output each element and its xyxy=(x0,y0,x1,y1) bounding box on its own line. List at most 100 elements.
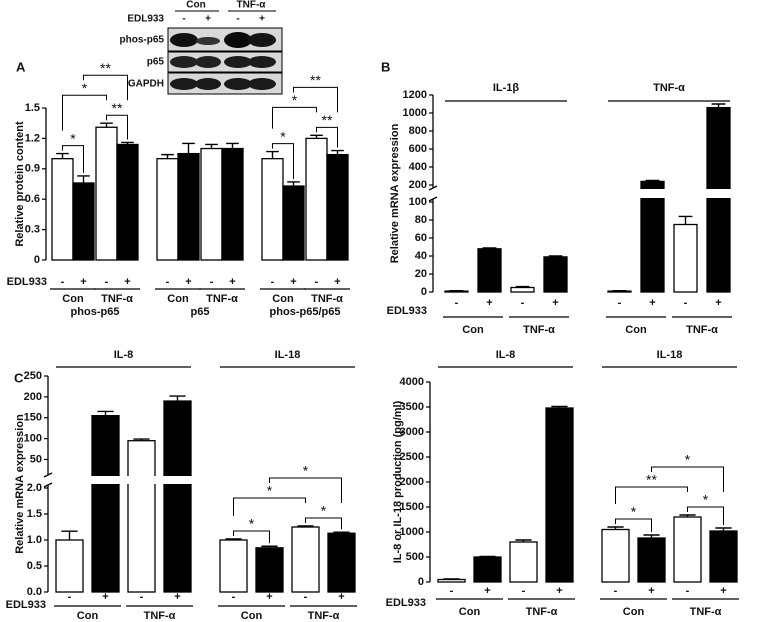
error-bar xyxy=(77,175,90,183)
x-sign: - xyxy=(232,591,236,603)
x-sign: - xyxy=(614,585,618,597)
blot-condition: Con xyxy=(186,0,205,11)
blot-band xyxy=(224,78,252,90)
condition-label: TNF-α xyxy=(101,293,133,305)
x-sign: + xyxy=(715,297,721,309)
significance-bracket xyxy=(651,466,724,492)
error-bar xyxy=(261,545,278,548)
x-sign: + xyxy=(648,585,654,597)
significance-bracket xyxy=(272,106,317,129)
condition-label: TNF-α xyxy=(686,324,718,336)
error-bar xyxy=(100,122,113,128)
condition-label: Con xyxy=(625,324,647,336)
bar-break-gap xyxy=(127,476,156,484)
x-sign: + xyxy=(266,591,272,603)
group-label: IL-8 xyxy=(496,349,516,361)
error-bar xyxy=(679,514,696,517)
bar xyxy=(543,256,568,293)
y-axis-label: IL-8 or IL-18 production (pg/ml) xyxy=(392,400,404,563)
significance-bracket xyxy=(293,86,338,113)
significance-label: ** xyxy=(646,472,657,488)
axis-break xyxy=(428,196,438,202)
condition-label: Con xyxy=(623,606,645,618)
y-tick-label: 1500 xyxy=(400,501,424,513)
x-sign: - xyxy=(166,276,170,288)
x-sign: - xyxy=(521,297,525,309)
panel-label: C xyxy=(14,370,24,385)
y-tick-label: 0.5 xyxy=(27,560,42,572)
y-tick-label: 0.9 xyxy=(25,163,40,175)
significance-bracket xyxy=(615,518,652,532)
y-tick-label: 100 xyxy=(24,433,42,445)
group-label: IL-18 xyxy=(657,349,683,361)
y-tick-label: 2.0 xyxy=(27,482,42,494)
significance-bracket xyxy=(62,94,107,131)
y-tick-label: 40 xyxy=(415,250,427,262)
significance-label: * xyxy=(267,483,273,499)
y-axis-label: Relative mRNA expression xyxy=(14,414,26,554)
significance-label: ** xyxy=(112,100,123,116)
group-label: phos-p65 xyxy=(71,306,120,318)
blot-row-label: phos-p65 xyxy=(120,35,165,46)
x-sign: - xyxy=(304,591,308,603)
significance-bracket xyxy=(687,506,724,525)
significance-label: * xyxy=(703,492,709,508)
condition-label: TNF-α xyxy=(526,606,558,618)
condition-label: Con xyxy=(462,324,484,336)
y-tick-label: 0.0 xyxy=(27,586,42,598)
bar xyxy=(673,223,698,293)
y-tick-label: 60 xyxy=(415,232,427,244)
x-sign: + xyxy=(124,276,130,288)
condition-label: Con xyxy=(272,293,294,305)
x-sign: + xyxy=(229,276,235,288)
error-bar xyxy=(297,525,314,527)
error-bar xyxy=(551,405,568,408)
significance-label: * xyxy=(321,503,327,519)
blot-row-label: GAPDH xyxy=(128,79,164,90)
error-bar xyxy=(643,534,660,538)
y-axis-label: Relative mRNA expression xyxy=(389,123,401,263)
group-label: IL-18 xyxy=(275,349,301,361)
y-tick-label: 3000 xyxy=(400,426,424,438)
western-blot: Con TNF-α EDL933 - + - + phos-p65 p65 GA… xyxy=(120,0,283,95)
bar xyxy=(261,158,284,261)
bar xyxy=(637,537,666,583)
x-sign: - xyxy=(61,276,65,288)
y-tick-label: 80 xyxy=(415,214,427,226)
significance-label: * xyxy=(631,504,637,520)
error-bar xyxy=(482,247,497,249)
blot-row-label: p65 xyxy=(147,57,165,68)
y-tick-label: 200 xyxy=(409,179,427,191)
condition-label: TNF-α xyxy=(523,324,555,336)
error-bar xyxy=(266,150,279,159)
x-sign: - xyxy=(210,276,214,288)
bar xyxy=(156,158,179,261)
y-tick-label: 20 xyxy=(415,268,427,280)
x-sign: + xyxy=(720,585,726,597)
y-tick-label: 1200 xyxy=(403,89,427,101)
blot-band xyxy=(224,56,252,68)
treatment-label: EDL933 xyxy=(387,305,427,317)
bar xyxy=(127,440,156,593)
blot-band xyxy=(195,56,221,68)
error-bar xyxy=(331,149,344,155)
x-sign: + xyxy=(338,591,344,603)
y-axis-label: Relative protein content xyxy=(14,121,26,247)
y-tick-label: 0.6 xyxy=(25,193,40,205)
significance-bracket xyxy=(316,126,338,148)
blot-condition: TNF-α xyxy=(237,0,267,11)
error-bar xyxy=(61,530,78,540)
error-bar xyxy=(225,538,242,540)
y-tick-label: 100 xyxy=(409,196,427,208)
blot-band xyxy=(196,37,220,45)
condition-label: TNF-α xyxy=(690,606,722,618)
condition-label: TNF-α xyxy=(206,293,238,305)
x-sign: + xyxy=(102,591,108,603)
blot-treatment: EDL933 xyxy=(127,14,164,25)
blot-band xyxy=(195,78,221,90)
condition-label: TNF-α xyxy=(308,610,340,622)
significance-bracket xyxy=(62,145,84,173)
significance-bracket xyxy=(615,486,688,504)
error-bar xyxy=(607,526,624,530)
condition-label: TNF-α xyxy=(144,610,176,622)
